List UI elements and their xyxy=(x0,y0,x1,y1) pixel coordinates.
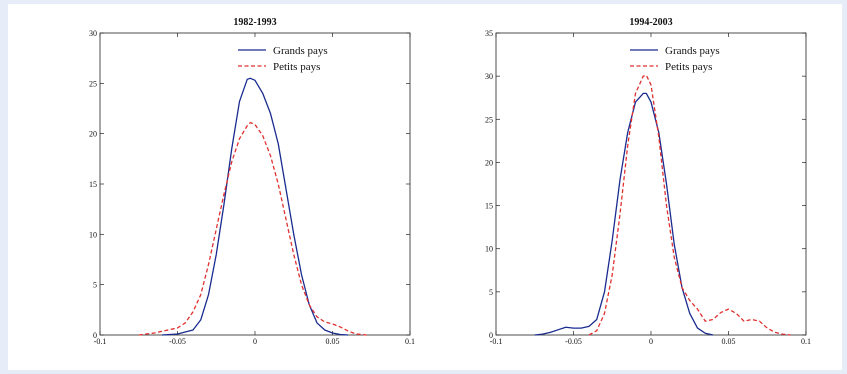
series-line-grands-pays xyxy=(535,93,713,335)
legend-label: Grands pays xyxy=(273,45,328,57)
y-tick-label: 20 xyxy=(89,130,97,139)
legend-label: Grands pays xyxy=(665,45,720,57)
x-tick-label: 0.05 xyxy=(722,337,736,346)
figure-panel: 1982-1993 -0.1 -0.05 0 0.05 0.1 0 5 10 15 20 25 30 Gr… xyxy=(8,4,842,370)
plot-frame xyxy=(496,33,806,335)
legend-label: Petits pays xyxy=(273,61,320,73)
x-tick-label: 0 xyxy=(649,337,653,346)
chart-title: 1982-1993 xyxy=(233,17,276,28)
y-tick-label: 30 xyxy=(485,72,493,81)
y-tick-label: 5 xyxy=(489,288,493,297)
plot-frame xyxy=(100,33,410,335)
y-tick-label: 10 xyxy=(89,230,97,239)
series-line-petits-pays xyxy=(139,123,367,335)
series-line-grands-pays xyxy=(162,78,348,335)
y-tick-label: 20 xyxy=(485,158,493,167)
x-tick-label: 0.05 xyxy=(326,337,340,346)
y-tick-label: 35 xyxy=(485,29,493,38)
x-tick-label: 0.1 xyxy=(405,337,415,346)
x-tick-label: -0.05 xyxy=(565,337,582,346)
chart-title: 1994-2003 xyxy=(629,17,672,28)
y-tick-label: 0 xyxy=(489,331,493,340)
x-tick-label: 0 xyxy=(253,337,257,346)
series-line-petits-pays xyxy=(589,75,791,335)
x-tick-label: -0.05 xyxy=(169,337,186,346)
legend-label: Petits pays xyxy=(665,61,712,73)
y-tick-label: 10 xyxy=(485,245,493,254)
y-tick-label: 25 xyxy=(485,115,493,124)
figure-canvas: 1982-1993-0.1 -0.05 0 0.05 0.1051015202530Gr… xyxy=(8,4,842,370)
y-tick-label: 5 xyxy=(93,281,97,290)
y-tick-label: 25 xyxy=(89,79,97,88)
y-tick-label: 30 xyxy=(89,29,97,38)
y-tick-label: 0 xyxy=(93,331,97,340)
x-tick-label: 0.1 xyxy=(801,337,811,346)
y-tick-label: 15 xyxy=(485,202,493,211)
y-tick-label: 15 xyxy=(89,180,97,189)
